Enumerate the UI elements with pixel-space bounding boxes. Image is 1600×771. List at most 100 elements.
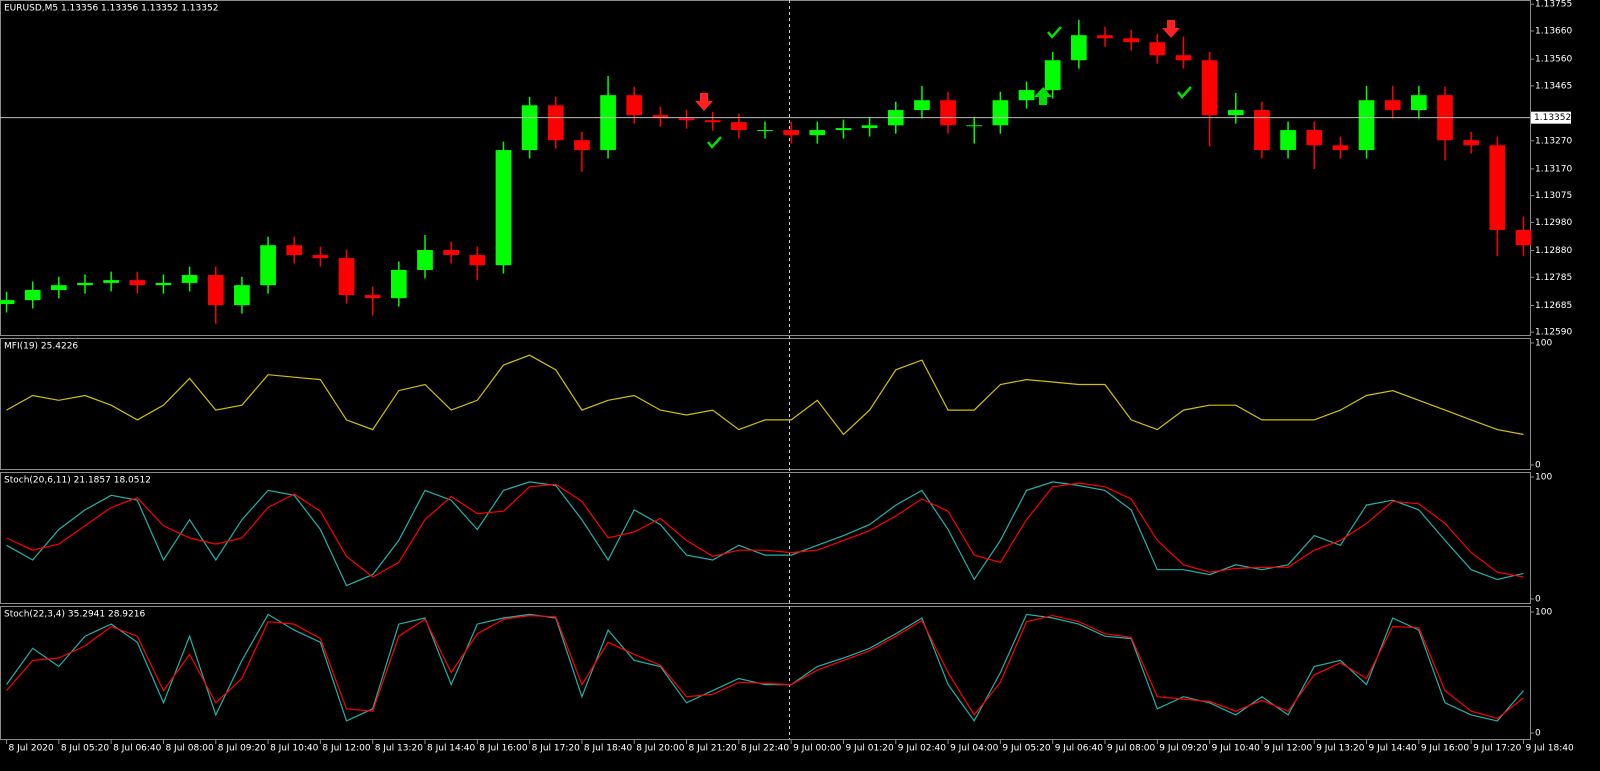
candle-body	[286, 245, 303, 256]
price-label: 1.13352	[1534, 113, 1571, 123]
candle-body	[443, 249, 459, 256]
candle-body	[600, 95, 616, 151]
x-tick-label: 9 Jul 17:20	[1473, 744, 1522, 754]
candle-body	[547, 105, 564, 141]
sell-arrow	[1162, 20, 1180, 38]
x-tick-label: 8 Jul 10:40	[270, 744, 319, 754]
x-tick-label: 9 Jul 02:40	[898, 744, 947, 754]
candle-body	[1227, 110, 1244, 116]
candle-body	[1463, 140, 1479, 146]
y-tick-label: 1.12685	[1535, 301, 1572, 311]
x-tick-label: 9 Jul 04:00	[950, 744, 999, 754]
candle-body	[652, 115, 669, 119]
x-tick-label: 9 Jul 05:20	[1002, 744, 1051, 754]
x-tick-label: 8 Jul 08:00	[165, 744, 214, 754]
candle-body	[312, 255, 329, 259]
candle-body	[521, 105, 538, 151]
candle-body	[234, 285, 250, 306]
candle-body	[1097, 35, 1113, 39]
x-tick-label: 9 Jul 14:40	[1369, 744, 1418, 754]
candle-body	[1201, 60, 1218, 116]
candle-body	[1149, 42, 1166, 56]
candle-body	[0, 300, 15, 305]
candle-body	[992, 100, 1009, 126]
panel-frame	[0, 338, 1531, 470]
candle-body	[966, 125, 983, 127]
candle-body	[678, 118, 695, 121]
indicator-line	[6, 614, 1524, 720]
candle-body	[469, 255, 486, 266]
x-tick-label: 8 Jul 09:20	[218, 744, 267, 754]
price-label-box	[1531, 111, 1571, 124]
check-mark	[1177, 86, 1192, 99]
y-tick-label: 0	[1535, 729, 1541, 739]
y-tick-label: 1.13560	[1535, 55, 1572, 65]
y-tick-label: 1.13075	[1535, 191, 1572, 201]
x-tick-label: 8 Jul 13:20	[375, 744, 424, 754]
x-tick-label: 8 Jul 16:00	[479, 744, 528, 754]
x-tick-label: 8 Jul 22:40	[741, 744, 790, 754]
candle-body	[940, 100, 956, 126]
x-tick-label: 8 Jul 12:00	[322, 744, 371, 754]
y-tick-label: 1.12590	[1535, 328, 1572, 338]
sell-arrow	[695, 93, 713, 111]
candle-body	[391, 269, 407, 299]
candle-body	[1044, 60, 1061, 91]
candle-body	[757, 130, 773, 132]
panel-title: Stoch(22,3,4) 35.2941 28.9216	[4, 610, 145, 620]
x-tick-label: 9 Jul 08:00	[1107, 744, 1156, 754]
x-tick-label: 9 Jul 10:40	[1212, 744, 1261, 754]
candle-body	[207, 275, 224, 306]
x-tick-label: 8 Jul 20:00	[636, 744, 685, 754]
x-tick-label: 8 Jul 21:20	[689, 744, 738, 754]
candle-body	[260, 245, 276, 286]
x-tick-label: 8 Jul 17:20	[532, 744, 581, 754]
candle-body	[1411, 95, 1427, 111]
candle-body	[809, 130, 826, 136]
candle-body	[783, 130, 799, 136]
x-tick-label: 8 Jul 14:40	[427, 744, 476, 754]
candle-body	[861, 125, 878, 129]
y-tick-label: 1.12980	[1535, 218, 1572, 228]
candle-body	[364, 295, 381, 299]
candle-body	[77, 282, 93, 286]
panel-title: EURUSD,M5 1.13356 1.13356 1.13352 1.1335…	[4, 4, 218, 14]
x-tick-label: 9 Jul 09:20	[1159, 744, 1208, 754]
indicator-line	[6, 613, 1524, 723]
candle-body	[574, 140, 590, 151]
y-tick-label: 100	[1535, 473, 1552, 483]
candle-body	[731, 122, 747, 131]
y-tick-label: 1.12880	[1535, 246, 1572, 256]
candle-body	[495, 150, 512, 266]
x-tick-label: 9 Jul 00:00	[793, 744, 842, 754]
candle-body	[1175, 55, 1192, 61]
x-tick-label: 9 Jul 12:00	[1264, 744, 1313, 754]
panel-frame	[0, 472, 1531, 604]
x-tick-label: 8 Jul 18:40	[584, 744, 633, 754]
x-tick-label: 9 Jul 16:00	[1421, 744, 1470, 754]
candle-body	[181, 275, 198, 283]
candle-body	[835, 128, 852, 131]
candle-body	[1332, 145, 1349, 151]
candle-body	[626, 95, 643, 116]
y-tick-label: 1.13170	[1535, 164, 1572, 174]
y-tick-label: 0	[1535, 595, 1541, 605]
candle-body	[1515, 229, 1532, 246]
candle-body	[1254, 110, 1270, 151]
y-tick-label: 0	[1535, 461, 1541, 471]
indicator-line	[6, 481, 1524, 587]
x-tick-label: 8 Jul 05:20	[61, 744, 110, 754]
y-tick-label: 1.13660	[1535, 26, 1572, 36]
y-tick-label: 100	[1535, 608, 1552, 618]
candle-body	[1018, 90, 1035, 101]
panel-title: MFI(19) 25.4226	[4, 342, 78, 352]
x-tick-label: 9 Jul 13:20	[1316, 744, 1365, 754]
panel-frame	[0, 606, 1531, 740]
y-tick-label: 1.13465	[1535, 81, 1572, 91]
y-tick-label: 1.13755	[1535, 0, 1572, 10]
candle-body	[914, 100, 930, 111]
candle-body	[338, 258, 355, 296]
